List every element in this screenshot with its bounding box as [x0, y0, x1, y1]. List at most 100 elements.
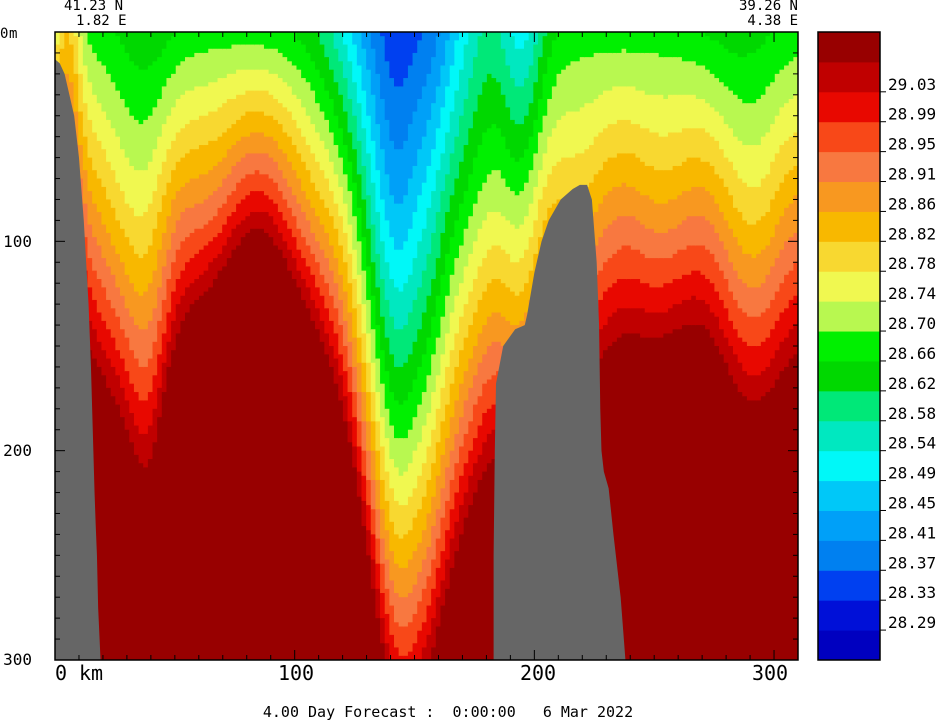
- y-tick-label-100: 100: [3, 232, 32, 251]
- contour-cell: [236, 94, 242, 121]
- contour-cell: [375, 538, 381, 565]
- contour-cell: [212, 48, 219, 84]
- contour-cell: [510, 119, 516, 159]
- contour-cell: [626, 245, 632, 280]
- contour-cell: [770, 161, 776, 201]
- contour-cell: [793, 195, 798, 234]
- contour-cell: [175, 249, 182, 280]
- contour-cell: [635, 191, 641, 222]
- contour-cell: [793, 354, 798, 660]
- contour-cell: [287, 136, 293, 163]
- contour-cell: [171, 73, 177, 109]
- contour-cell: [226, 258, 233, 660]
- contour-cell: [468, 450, 474, 477]
- contour-cell: [551, 128, 558, 167]
- contour-cell: [742, 253, 748, 284]
- colorbar-label: 28.70: [888, 314, 936, 333]
- contour-cell: [454, 295, 460, 335]
- contour-cell: [705, 329, 711, 660]
- contour-cell: [356, 446, 363, 473]
- contour-cell: [87, 320, 93, 351]
- contour-cell: [779, 69, 785, 109]
- contour-cell: [742, 283, 748, 314]
- contour-cell: [161, 266, 168, 301]
- contour-cell: [263, 153, 270, 176]
- contour-cell: [124, 32, 131, 54]
- contour-cell: [649, 94, 655, 134]
- axis-ticks: [54, 31, 799, 661]
- contour-cell: [315, 262, 321, 289]
- contour-cell: [203, 270, 210, 293]
- contour-cell: [92, 170, 98, 205]
- contour-cell: [524, 249, 530, 284]
- contour-cell: [459, 316, 465, 351]
- contour-cell: [384, 643, 391, 660]
- contour-cell: [412, 643, 419, 660]
- contour-cell: [110, 207, 117, 247]
- contour-cell: [273, 48, 279, 75]
- contour-cell: [361, 526, 367, 660]
- contour-cell: [250, 191, 256, 213]
- contour-cell: [667, 258, 674, 284]
- contour-cell: [709, 337, 716, 660]
- contour-cell: [486, 379, 493, 410]
- contour-cell: [226, 195, 233, 218]
- contour-cell: [714, 203, 720, 234]
- contour-cell: [695, 128, 702, 159]
- contour-cell: [635, 279, 641, 310]
- contour-cell: [147, 425, 154, 460]
- contour-cell: [250, 44, 256, 71]
- contour-cell: [445, 295, 451, 335]
- contour-cell: [491, 124, 497, 171]
- contour-cell: [454, 400, 460, 435]
- contour-cell: [129, 412, 135, 444]
- contour-cell: [635, 333, 641, 660]
- contour-cell: [189, 178, 196, 209]
- contour-cell: [719, 354, 725, 660]
- contour-cell: [412, 165, 419, 213]
- contour-cell: [705, 161, 711, 192]
- contour-cell: [728, 52, 734, 92]
- contour-cell: [737, 212, 744, 247]
- contour-cell: [491, 375, 497, 406]
- contour-cell: [194, 228, 200, 255]
- contour-cell: [152, 107, 158, 151]
- contour-cell: [166, 216, 172, 251]
- contour-cell: [482, 291, 488, 326]
- contour-cell: [542, 73, 549, 117]
- contour-cell: [384, 262, 391, 301]
- contour-cell: [681, 94, 688, 130]
- contour-cell: [537, 132, 544, 171]
- contour-cell: [338, 325, 344, 356]
- contour-cell: [468, 325, 474, 360]
- contour-cell: [737, 308, 744, 339]
- contour-cell: [222, 245, 228, 268]
- contour-cell: [403, 78, 409, 142]
- contour-cell: [124, 274, 131, 310]
- contour-cell: [760, 136, 767, 180]
- contour-cell: [598, 299, 604, 331]
- contour-cell: [166, 279, 172, 314]
- contour-cell: [310, 274, 316, 301]
- contour-cell: [728, 128, 734, 163]
- contour-cell: [412, 379, 419, 418]
- contour-cell: [124, 337, 131, 372]
- contour-cell: [106, 299, 112, 331]
- contour-cell: [635, 220, 641, 251]
- contour-cell: [92, 52, 98, 96]
- contour-cell: [212, 237, 219, 259]
- contour-cell: [240, 220, 247, 238]
- contour-cell: [737, 362, 744, 393]
- contour-cell: [96, 140, 103, 180]
- contour-cell: [472, 375, 479, 406]
- contour-cell: [621, 86, 627, 121]
- contour-cell: [296, 32, 302, 42]
- contour-cell: [315, 32, 321, 71]
- contour-cell: [686, 274, 692, 301]
- contour-cell: [287, 228, 293, 251]
- contour-cell: [445, 212, 451, 255]
- contour-cell: [231, 165, 237, 192]
- colorbar-swatch: [818, 151, 880, 183]
- contour-cell: [505, 107, 511, 151]
- contour-cell: [342, 396, 349, 423]
